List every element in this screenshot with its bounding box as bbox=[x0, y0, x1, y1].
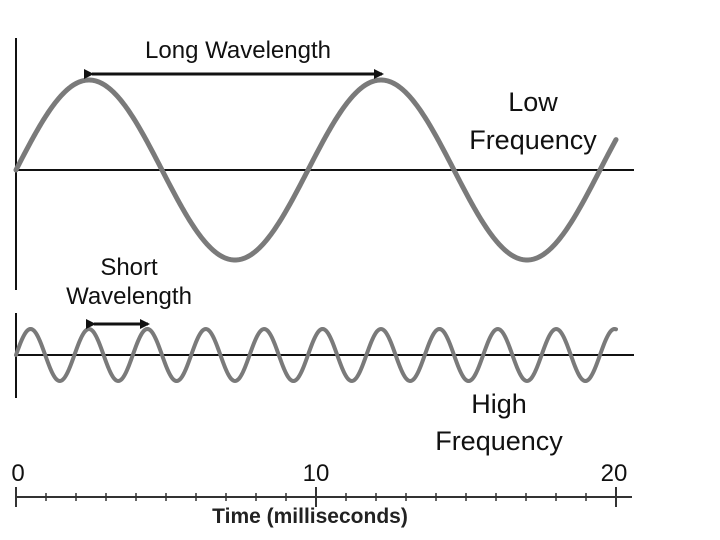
high-frequency-label-line2: Frequency bbox=[435, 426, 563, 457]
time-axis-title: Time (milliseconds) bbox=[212, 505, 408, 528]
short-wavelength-label: Short Wavelength bbox=[34, 254, 224, 312]
low-frequency-label-line2: Frequency bbox=[469, 124, 597, 155]
time-tick-label-20: 20 bbox=[600, 460, 628, 487]
time-tick-label-10: 10 bbox=[302, 460, 330, 487]
short-wavelength-label-line1: Short bbox=[100, 254, 158, 281]
high-frequency-label-line1: High bbox=[471, 389, 527, 419]
time-tick-label-0: 0 bbox=[11, 460, 25, 487]
low-frequency-wave bbox=[13, 77, 619, 263]
long-wavelength-label: Long Wavelength bbox=[145, 37, 331, 64]
high-frequency-wave bbox=[14, 326, 618, 384]
low-frequency-label-line1: Low bbox=[508, 87, 558, 117]
low-frequency-label: Low Frequency bbox=[438, 84, 628, 160]
short-wavelength-label-line2: Wavelength bbox=[66, 282, 192, 310]
high-frequency-label: High Frequency bbox=[404, 386, 594, 461]
time-axis-ticks bbox=[15, 487, 617, 507]
